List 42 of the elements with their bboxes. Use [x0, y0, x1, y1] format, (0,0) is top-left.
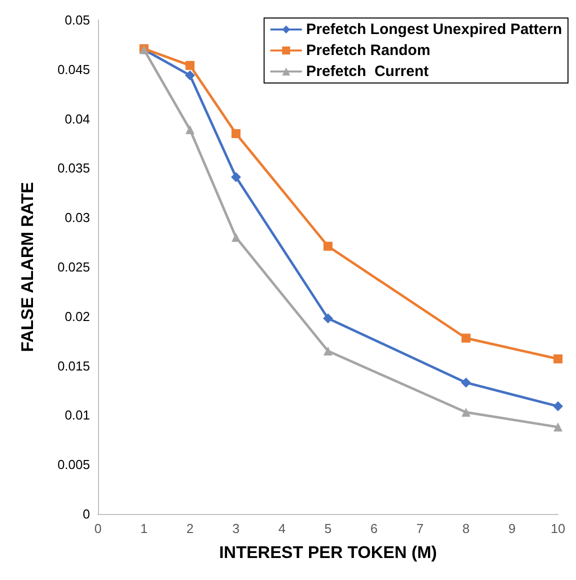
point — [462, 408, 470, 417]
y-tick-label: 0.03 — [64, 210, 90, 226]
point — [323, 313, 333, 324]
point — [462, 334, 470, 343]
y-axis-title: FALSE ALARM RATE — [18, 182, 37, 352]
legend-label: Prefetch Current — [306, 63, 429, 80]
point — [185, 70, 195, 80]
point — [232, 232, 240, 242]
x-tick-label: 6 — [370, 521, 378, 536]
point — [186, 125, 194, 134]
y-tick-label: 0.045 — [57, 62, 90, 77]
x-tick-label: 5 — [324, 521, 332, 536]
legend-label: Prefetch Random — [306, 42, 430, 59]
x-tick-label: 3 — [232, 521, 240, 536]
x-tick-label: 4 — [278, 521, 286, 536]
point — [186, 60, 194, 70]
y-tick-label: 0.015 — [57, 358, 90, 374]
y-tick-label: 0.05 — [64, 12, 90, 28]
y-tick-label: 0.02 — [64, 308, 90, 324]
x-tick-label: 2 — [186, 521, 194, 536]
point — [324, 346, 332, 356]
x-axis-title: INTEREST PER TOKEN (M) — [219, 543, 437, 562]
point — [461, 378, 471, 388]
point — [553, 401, 563, 412]
y-tick-label: 0 — [82, 506, 90, 522]
legend-label: Prefetch Longest Unexpired Pattern — [306, 21, 562, 38]
point — [554, 354, 562, 364]
x-tick-label: 10 — [550, 521, 566, 536]
point — [324, 242, 332, 251]
point — [554, 422, 562, 432]
y-tick-label: 0.005 — [57, 457, 90, 472]
x-tick-label: 8 — [462, 521, 470, 536]
y-tick-label: 0.04 — [64, 111, 90, 126]
x-tick-label: 7 — [416, 521, 424, 536]
y-tick-label: 0.025 — [57, 260, 90, 274]
x-tick-label: 9 — [508, 521, 516, 536]
y-tick-label: 0.01 — [64, 408, 90, 423]
y-tick-label: 0.035 — [57, 160, 90, 176]
point — [231, 172, 241, 182]
x-tick-label: 1 — [140, 521, 148, 536]
point — [232, 129, 240, 138]
x-tick-label: 0 — [94, 521, 102, 536]
